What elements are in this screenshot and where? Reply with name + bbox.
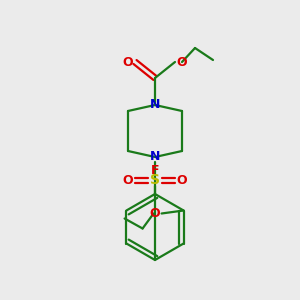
Text: O: O [123, 173, 133, 187]
Text: N: N [150, 151, 160, 164]
Text: O: O [177, 173, 187, 187]
Text: F: F [151, 164, 159, 176]
Text: N: N [150, 98, 160, 112]
Text: O: O [177, 56, 187, 68]
Text: O: O [149, 207, 160, 220]
Text: S: S [150, 173, 160, 187]
Text: O: O [123, 56, 133, 68]
